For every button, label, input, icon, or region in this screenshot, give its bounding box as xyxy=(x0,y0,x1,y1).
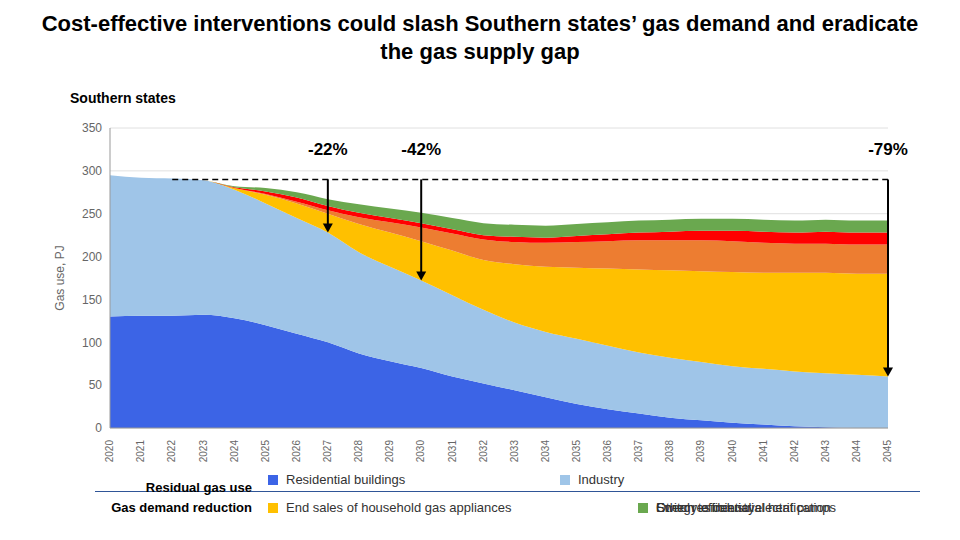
html-text:Energy efficiency: Energy efficiency xyxy=(656,500,755,515)
svg-text:Gas use, PJ: Gas use, PJ xyxy=(53,245,67,310)
svg-text:2036: 2036 xyxy=(602,440,613,463)
svg-text:2040: 2040 xyxy=(727,440,738,463)
svg-text:2044: 2044 xyxy=(851,440,862,463)
svg-text:2032: 2032 xyxy=(478,440,489,463)
svg-text:-22%: -22% xyxy=(308,140,348,159)
svg-text:0: 0 xyxy=(95,421,102,435)
html-text:Switch to industrial heat pump: Switch to industrial heat pumps xyxy=(656,500,836,515)
svg-text:2027: 2027 xyxy=(322,440,333,463)
svg-text:250: 250 xyxy=(82,207,102,221)
svg-text:100: 100 xyxy=(82,336,102,350)
html-text:Other residential electrificat: Other residential electrification xyxy=(656,500,831,515)
html-text:Residual gas use: Residual gas use xyxy=(145,480,252,495)
svg-text:2037: 2037 xyxy=(633,440,644,463)
html-text:Southern states: Southern states xyxy=(70,90,176,106)
svg-text:2038: 2038 xyxy=(664,440,675,463)
svg-text:2033: 2033 xyxy=(509,440,520,463)
svg-text:2031: 2031 xyxy=(447,440,458,463)
svg-text:2029: 2029 xyxy=(384,440,395,463)
svg-text:300: 300 xyxy=(82,164,102,178)
html-text:Residential buildings: Residential buildings xyxy=(286,472,406,487)
svg-text:2022: 2022 xyxy=(166,440,177,463)
svg-text:2030: 2030 xyxy=(415,440,426,463)
svg-text:2024: 2024 xyxy=(229,440,240,463)
svg-text:2035: 2035 xyxy=(571,440,582,463)
svg-text:-42%: -42% xyxy=(401,140,441,159)
svg-text:2039: 2039 xyxy=(695,440,706,463)
html-text:Industry: Industry xyxy=(578,472,625,487)
svg-text:2026: 2026 xyxy=(291,440,302,463)
svg-text:50: 50 xyxy=(89,378,103,392)
svg-text:2028: 2028 xyxy=(353,440,364,463)
svg-text:2021: 2021 xyxy=(135,440,146,463)
svg-text:150: 150 xyxy=(82,293,102,307)
html-text:Cost-effective interventions c: Cost-effective interventions could slash… xyxy=(41,11,919,64)
svg-text:2041: 2041 xyxy=(758,440,769,463)
svg-text:2020: 2020 xyxy=(104,440,115,463)
svg-text:2042: 2042 xyxy=(789,440,800,463)
svg-text:350: 350 xyxy=(82,121,102,135)
svg-text:2023: 2023 xyxy=(198,440,209,463)
svg-text:2043: 2043 xyxy=(820,440,831,463)
html-text:Gas demand reduction: Gas demand reduction xyxy=(111,500,252,515)
svg-text:2045: 2045 xyxy=(882,440,893,463)
svg-text:2025: 2025 xyxy=(260,440,271,463)
html-text:End sales of household gas app: End sales of household gas appliances xyxy=(286,500,512,515)
svg-text:200: 200 xyxy=(82,250,102,264)
svg-text:2034: 2034 xyxy=(540,440,551,463)
svg-text:-79%: -79% xyxy=(868,140,908,159)
